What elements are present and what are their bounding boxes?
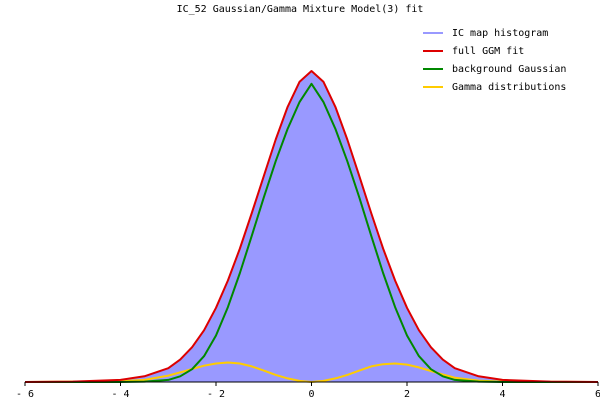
legend-label-full-ggm-fit: full GGM fit	[452, 46, 524, 57]
plot-area	[24, 70, 599, 383]
x-tick-label: 4	[499, 389, 505, 400]
x-tick-label: 2	[404, 389, 410, 400]
legend-label-ic-map-histogram: IC map histogram	[452, 28, 548, 39]
legend-label-background-gaussian: background Gaussian	[452, 64, 566, 75]
series-background-gaussian-line	[25, 82, 598, 383]
x-tick-label: 0	[308, 389, 314, 400]
legend: IC map histogram full GGM fit background G…	[423, 28, 566, 93]
x-tick-label: - 2	[207, 389, 225, 400]
series-full-ggm-fit-line	[24, 70, 599, 383]
x-tick-label: 6	[595, 389, 600, 400]
legend-label-gamma-distributions: Gamma distributions	[452, 82, 566, 93]
x-tick-label: - 6	[16, 389, 34, 400]
chart-title: IC_52 Gaussian/Gamma Mixture Model(3) fi…	[177, 4, 424, 15]
x-tick-label: - 4	[111, 389, 129, 400]
x-axis-ticks: - 6 - 4 - 2 0 2 4 6	[16, 382, 600, 400]
series-ic-map-histogram-area	[24, 70, 599, 383]
